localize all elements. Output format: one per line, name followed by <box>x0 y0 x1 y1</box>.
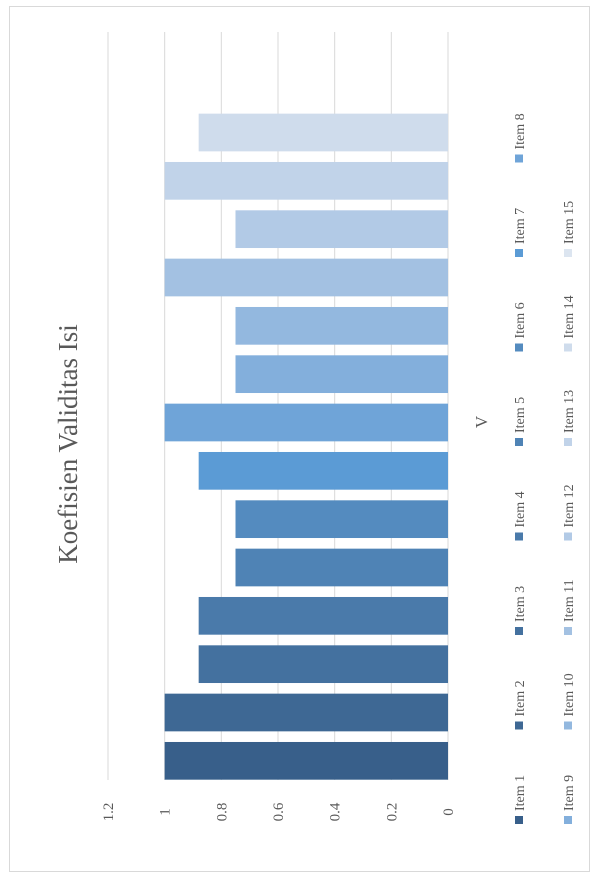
bar-item-11 <box>164 258 448 297</box>
legend-label: Item 11 <box>562 579 577 622</box>
legend-label: Item 10 <box>562 673 577 716</box>
legend-swatch <box>515 249 523 257</box>
bar-item-2 <box>164 693 448 732</box>
legend-swatch <box>564 816 572 824</box>
tick-label: 1 <box>158 808 174 816</box>
bar-item-12 <box>235 210 448 249</box>
bar-item-4 <box>198 596 448 635</box>
legend-label: Item 3 <box>513 586 528 622</box>
legend-swatch <box>564 249 572 257</box>
tick-label: 0 <box>441 808 457 816</box>
legend-swatch <box>564 343 572 352</box>
bars <box>164 113 448 780</box>
legend-label: Item 15 <box>562 201 577 244</box>
bar-item-7 <box>198 451 448 490</box>
legend-label: Item 5 <box>513 397 528 433</box>
legend-label: Item 8 <box>513 113 528 149</box>
legend-label: Item 9 <box>562 775 577 811</box>
legend-swatch <box>515 154 523 163</box>
tick-label: 0.8 <box>214 803 230 822</box>
bar-item-6 <box>235 500 448 539</box>
bar-item-14 <box>198 113 448 152</box>
legend-swatch <box>564 532 572 541</box>
bar-item-8 <box>164 403 448 442</box>
legend-swatch <box>515 816 523 824</box>
tick-label: 0.4 <box>328 802 344 821</box>
legend-swatch <box>515 627 523 635</box>
bar-item-10 <box>235 306 448 345</box>
bar-item-3 <box>198 645 448 684</box>
legend-label: Item 1 <box>513 775 528 811</box>
legend: Item 1 Item 2 Item 3 Item 4 Item 5 Item 6 Item… <box>513 113 577 824</box>
legend-swatch <box>515 343 523 352</box>
bar-item-9 <box>235 355 448 394</box>
tick-labels: 0 0.2 0.4 0.6 0.8 1 1.2 <box>101 802 457 821</box>
legend-swatch <box>564 627 572 635</box>
legend-label: Item 4 <box>513 491 528 527</box>
chart-title: Koefisien Validitas Isi <box>53 324 83 563</box>
legend-label: Item 12 <box>562 484 577 527</box>
legend-swatch <box>515 532 523 541</box>
legend-swatch <box>564 721 572 730</box>
legend-label: Item 7 <box>513 208 528 244</box>
x-axis-label: V <box>472 415 491 428</box>
legend-label: Item 2 <box>513 680 528 716</box>
legend-swatch <box>515 438 523 446</box>
bar-item-5 <box>235 548 448 587</box>
bar-item-13 <box>164 161 448 200</box>
legend-label: Item 13 <box>562 390 577 433</box>
legend-label: Item 6 <box>513 302 528 338</box>
legend-swatch <box>515 721 523 730</box>
legend-label: Item 14 <box>562 295 577 338</box>
tick-label: 1.2 <box>101 803 117 822</box>
tick-label: 0.6 <box>271 802 287 821</box>
bar-item-1 <box>164 741 448 780</box>
legend-swatch <box>564 438 572 446</box>
tick-label: 0.2 <box>384 803 400 822</box>
